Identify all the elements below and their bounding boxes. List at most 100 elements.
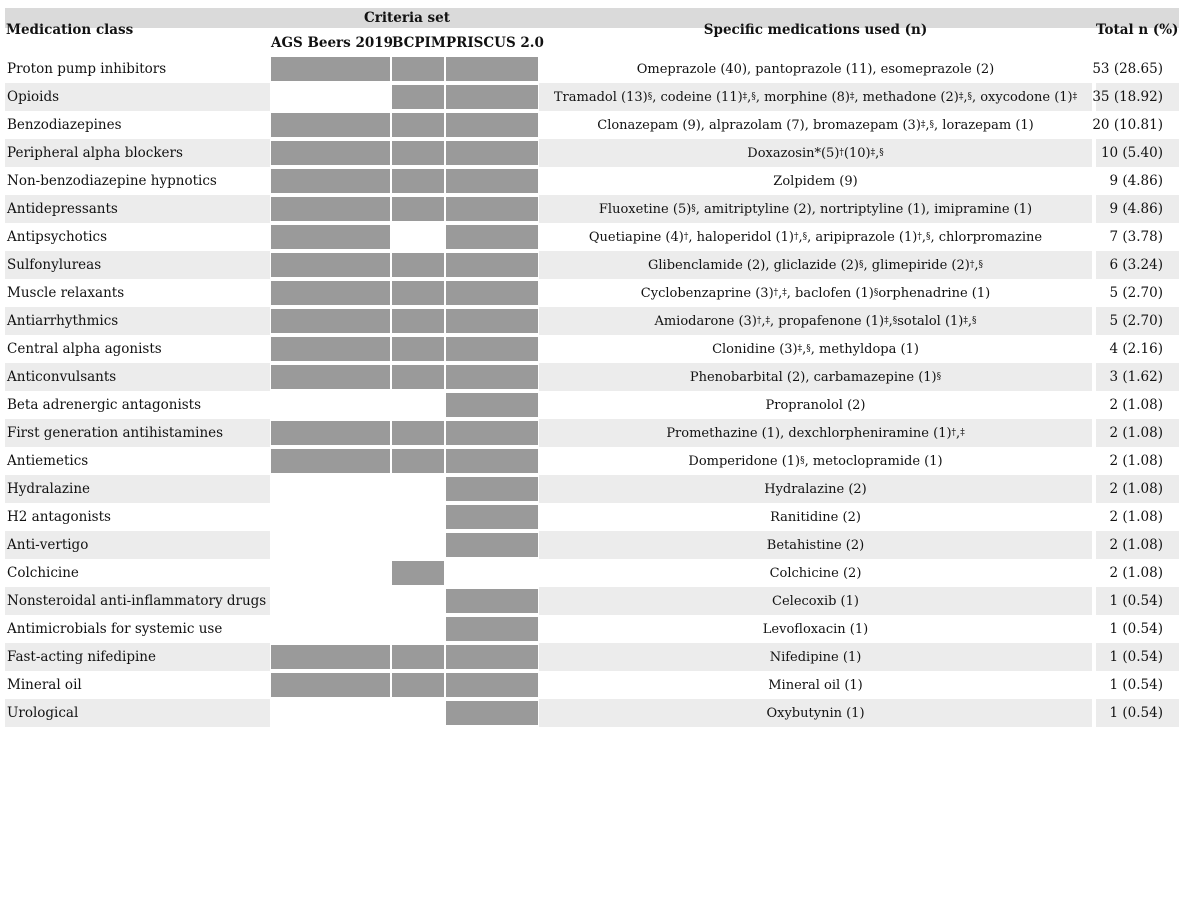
- criteria-cell: [271, 671, 390, 699]
- criteria-mark-ags-beers-2019: [271, 645, 390, 669]
- criteria-mark-priscus-2-0: [446, 197, 538, 221]
- criteria-mark-priscus-2-0: [446, 449, 538, 473]
- medications-cell: Clonazepam (9), alprazolam (7), bromazep…: [597, 117, 1034, 133]
- criteria-cell: [271, 643, 390, 671]
- criteria-cell: [392, 167, 444, 195]
- criteria-mark-bcpim: [392, 421, 444, 445]
- column-header-priscus-2-0: PRISCUS 2.0: [446, 35, 544, 51]
- medication-class-cell: Urological: [5, 699, 270, 727]
- criteria-mark-priscus-2-0: [446, 113, 538, 137]
- medication-class-cell: Antiarrhythmics: [5, 307, 270, 335]
- criteria-cell: [271, 83, 390, 111]
- criteria-mark-priscus-2-0: [446, 477, 538, 501]
- total-cell: 9 (4.86): [1096, 195, 1179, 223]
- column-header-ags-beers-2019: AGS Beers 2019: [271, 35, 394, 51]
- medications-cell: Oxybutynin (1): [539, 699, 1092, 727]
- table-row: Anticonvulsants Phenobarbital (2), carbam…: [5, 363, 1179, 391]
- criteria-mark-bcpim: [392, 309, 444, 333]
- table-row: Colchicine Colchicine (2) 2 (1.08): [5, 559, 1179, 587]
- medications-cell: Fluoxetine (5) §, amitriptyline (2), nort…: [539, 195, 1092, 223]
- criteria-cell: [392, 335, 444, 363]
- criteria-mark-priscus-2-0: [446, 365, 538, 389]
- total-cell: 1 (0.54): [1096, 699, 1179, 727]
- criteria-cell: [392, 139, 444, 167]
- criteria-mark-ags-beers-2019: [271, 337, 390, 361]
- total-cell: 4 (2.16): [1109, 341, 1163, 357]
- criteria-mark-ags-beers-2019: [271, 141, 390, 165]
- total-cell: 35 (18.92): [1092, 83, 1179, 111]
- table-row: Nonsteroidal anti-inflammatory drugs Cele…: [5, 587, 1179, 615]
- criteria-cell: [392, 559, 444, 587]
- criteria-cell: [446, 447, 538, 475]
- criteria-mark-ags-beers-2019: [271, 421, 390, 445]
- criteria-cell: [446, 559, 538, 587]
- criteria-mark-bcpim: [392, 169, 444, 193]
- criteria-cell: [271, 559, 390, 587]
- medications-cell: Phenobarbital (2), carbamazepine (1) §: [539, 363, 1092, 391]
- criteria-cell: [392, 83, 444, 111]
- criteria-cell: [446, 503, 538, 531]
- criteria-mark-priscus-2-0: [446, 253, 538, 277]
- criteria-cell: [271, 363, 390, 391]
- medications-cell: Celecoxib (1): [539, 587, 1092, 615]
- criteria-cell: [392, 503, 444, 531]
- table-row: First generation antihistamines Promethaz…: [5, 419, 1179, 447]
- medications-cell: Domperidone (1) §, metoclopramide (1): [688, 453, 943, 469]
- header-band: [5, 8, 1179, 28]
- total-cell: 9 (4.86): [1109, 173, 1163, 189]
- criteria-cell: [446, 83, 538, 111]
- medications-cell: Zolpidem (9): [773, 173, 858, 189]
- criteria-mark-bcpim: [392, 85, 444, 109]
- total-cell: 5 (2.70): [1109, 285, 1163, 301]
- criteria-cell: [446, 363, 538, 391]
- total-cell: 1 (0.54): [1096, 587, 1179, 615]
- table-row: Sulfonylureas Glibenclamide (2), gliclazi…: [5, 251, 1179, 279]
- table-row: Urological Oxybutynin (1) 1 (0.54): [5, 699, 1179, 727]
- criteria-mark-bcpim: [392, 645, 444, 669]
- medication-class-cell: Antiemetics: [7, 453, 89, 469]
- table-row: Anti-vertigo Betahistine (2) 2 (1.08): [5, 531, 1179, 559]
- criteria-cell: [271, 279, 390, 307]
- total-cell: 2 (1.08): [1096, 475, 1179, 503]
- criteria-mark-ags-beers-2019: [271, 281, 390, 305]
- criteria-mark-priscus-2-0: [446, 505, 538, 529]
- medications-cell: Quetiapine (4) †, haloperidol (1) †, §, ar…: [588, 229, 1043, 245]
- criteria-cell: [392, 195, 444, 223]
- table-row: Antiemetics Domperidone (1) §, metoclopram…: [5, 447, 1179, 475]
- table-row: Antipsychotics Quetiapine (4) †, haloperid…: [5, 223, 1179, 251]
- medication-class-cell: Proton pump inhibitors: [7, 61, 167, 77]
- criteria-cell: [446, 671, 538, 699]
- criteria-cell: [392, 307, 444, 335]
- criteria-mark-bcpim: [392, 141, 444, 165]
- criteria-cell: [392, 55, 444, 83]
- criteria-mark-ags-beers-2019: [271, 673, 390, 697]
- medications-cell: Glibenclamide (2), gliclazide (2) §, glim…: [539, 251, 1092, 279]
- criteria-cell: [446, 475, 538, 503]
- criteria-cell: [446, 55, 538, 83]
- criteria-cell: [392, 447, 444, 475]
- criteria-mark-ags-beers-2019: [271, 253, 390, 277]
- criteria-cell: [446, 251, 538, 279]
- total-cell: 2 (1.08): [1096, 531, 1179, 559]
- criteria-mark-ags-beers-2019: [271, 113, 390, 137]
- criteria-cell: [392, 671, 444, 699]
- total-cell: 2 (1.08): [1109, 397, 1163, 413]
- criteria-cell: [446, 111, 538, 139]
- criteria-mark-priscus-2-0: [446, 533, 538, 557]
- medication-class-cell: Antimicrobials for systemic use: [7, 621, 223, 637]
- criteria-cell: [446, 307, 538, 335]
- table-row: H2 antagonists Ranitidine (2) 2 (1.08): [5, 503, 1179, 531]
- criteria-mark-bcpim: [392, 253, 444, 277]
- medication-class-cell: Central alpha agonists: [7, 341, 162, 357]
- criteria-cell: [271, 531, 390, 559]
- criteria-cell: [446, 139, 538, 167]
- criteria-cell: [271, 335, 390, 363]
- criteria-cell: [446, 223, 538, 251]
- total-cell: 53 (28.65): [1092, 61, 1163, 77]
- criteria-cell: [271, 447, 390, 475]
- criteria-cell: [392, 111, 444, 139]
- medications-cell: Ranitidine (2): [770, 509, 861, 525]
- column-header-criteria-set: Criteria set: [364, 10, 450, 26]
- criteria-mark-ags-beers-2019: [271, 449, 390, 473]
- medication-class-cell: Non-benzodiazepine hypnotics: [7, 173, 217, 189]
